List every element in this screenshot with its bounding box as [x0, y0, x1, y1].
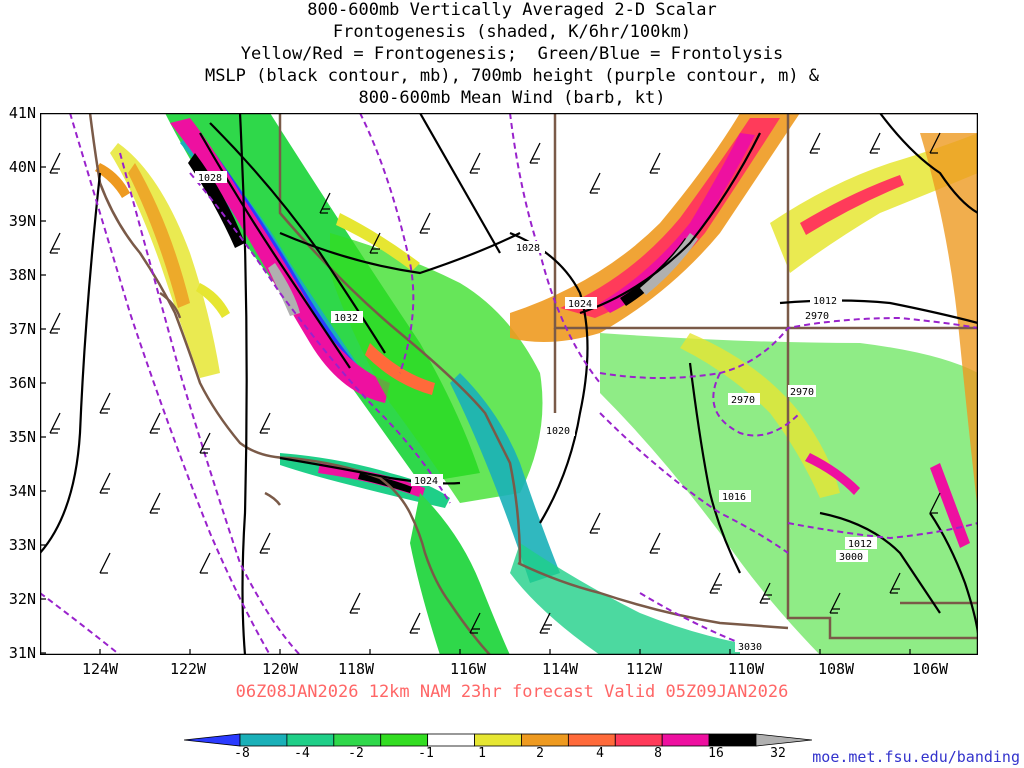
- lat-label-41n: 41N: [8, 104, 36, 122]
- svg-text:1012: 1012: [813, 296, 837, 307]
- svg-text:2970: 2970: [790, 387, 814, 398]
- height-label-3: 2970: [788, 385, 816, 398]
- lon-label-108w: 108W: [817, 660, 855, 678]
- lat-label-35n: 35N: [8, 428, 36, 446]
- height-label-2: 2970: [728, 393, 760, 406]
- svg-text:3000: 3000: [839, 552, 863, 563]
- colorbar-label-10: 32: [770, 746, 786, 761]
- colorbar-label-4: -1: [418, 746, 434, 761]
- mslp-label-2: 1028: [513, 241, 545, 254]
- colorbar-cell: [333, 733, 382, 747]
- lat-label-40n: 40N: [8, 158, 36, 176]
- lon-label-118w: 118W: [337, 660, 375, 678]
- lon-label-114w: 114W: [541, 660, 579, 678]
- colorbar-cell: [708, 733, 757, 747]
- height700-labels: 2970 2970 2970 3000 3030: [728, 309, 868, 653]
- colorbar-cell: [286, 733, 335, 747]
- svg-text:1012: 1012: [848, 539, 872, 550]
- colorbar-cell: [239, 733, 288, 747]
- title-line-2: Frontogenesis (shaded, K/6hr/100km): [332, 22, 692, 42]
- svg-text:1024: 1024: [568, 299, 592, 310]
- svg-text:1028: 1028: [198, 173, 222, 184]
- lat-label-32n: 32N: [8, 590, 36, 608]
- colorbar-label-5: 1: [478, 746, 486, 761]
- svg-text:2970: 2970: [731, 395, 755, 406]
- mslp-label-9: 1012: [845, 537, 877, 550]
- height-label-1: 2970: [802, 309, 834, 322]
- title-line-5: 800-600mb Mean Wind (barb, kt): [358, 88, 666, 108]
- mslp-label-4: 1024: [565, 297, 597, 310]
- lat-label-37n: 37N: [8, 320, 36, 338]
- frontogenesis-map: 1028 1028 1032 1024 1020 1024 1016 1012 …: [40, 113, 978, 655]
- title-line-3: Yellow/Red = Frontogenesis; Green/Blue =…: [240, 44, 784, 64]
- mslp-label-3: 1032: [331, 311, 363, 324]
- lon-label-110w: 110W: [727, 660, 765, 678]
- height-label-4: 3000: [836, 550, 868, 563]
- colorbar-label-1: -8: [234, 746, 250, 761]
- lat-label-34n: 34N: [8, 482, 36, 500]
- svg-text:2970: 2970: [805, 311, 829, 322]
- map-frame: [40, 113, 978, 655]
- lon-label-122w: 122W: [169, 660, 207, 678]
- title-line-1: 800-600mb Vertically Averaged 2-D Scalar: [307, 0, 717, 20]
- svg-text:1024: 1024: [414, 476, 438, 487]
- colorbar-label-6: 2: [536, 746, 544, 761]
- svg-text:1020: 1020: [546, 426, 570, 437]
- colorbar-cell: [661, 733, 710, 747]
- colorbar-label-8: 8: [654, 746, 662, 761]
- map-ticks: [40, 113, 911, 655]
- svg-text:1016: 1016: [722, 492, 746, 503]
- svg-text:3030: 3030: [738, 642, 762, 653]
- colorbar-label-9: 16: [708, 746, 724, 761]
- height700-contours: [40, 113, 978, 655]
- mslp-label-5: 1020: [543, 424, 575, 437]
- colorbar-cell: [474, 733, 522, 747]
- lon-label-116w: 116W: [449, 660, 487, 678]
- lon-label-120w: 120W: [261, 660, 299, 678]
- mslp-label-8: 1012: [810, 294, 842, 307]
- lon-label-112w: 112W: [625, 660, 663, 678]
- colorbar-cell: [521, 733, 569, 747]
- forecast-valid-line: 06Z08JAN2026 12km NAM 23hr forecast Vali…: [235, 682, 789, 702]
- height-label-5: 3030: [735, 640, 767, 653]
- colorbar-cell: [184, 733, 241, 747]
- colorbar-cell: [755, 733, 812, 747]
- svg-text:1032: 1032: [334, 313, 358, 324]
- mslp-labels: 1028 1028 1032 1024 1020 1024 1016 1012 …: [195, 171, 877, 550]
- colorbar-cell: [567, 733, 616, 747]
- lat-label-38n: 38N: [8, 266, 36, 284]
- colorbar: [184, 733, 812, 747]
- mslp-label-1: 1028: [195, 171, 227, 184]
- lon-label-106w: 106W: [911, 660, 949, 678]
- lat-label-31n: 31N: [8, 644, 36, 662]
- lat-label-39n: 39N: [8, 212, 36, 230]
- colorbar-cell: [427, 733, 475, 747]
- svg-text:1028: 1028: [516, 243, 540, 254]
- lat-label-33n: 33N: [8, 536, 36, 554]
- colorbar-cell: [380, 733, 429, 747]
- colorbar-label-3: -2: [348, 746, 364, 761]
- title-line-4: MSLP (black contour, mb), 700mb height (…: [204, 66, 820, 86]
- colorbar-label-2: -4: [294, 746, 310, 761]
- lat-label-36n: 36N: [8, 374, 36, 392]
- mslp-label-7: 1016: [719, 490, 751, 503]
- lon-label-124w: 124W: [81, 660, 119, 678]
- mslp-label-6: 1024: [411, 474, 443, 487]
- colorbar-cell: [614, 733, 663, 747]
- wind-barbs: [49, 132, 941, 634]
- credit-url: moe.met.fsu.edu/banding: [812, 748, 1020, 766]
- colorbar-label-7: 4: [596, 746, 604, 761]
